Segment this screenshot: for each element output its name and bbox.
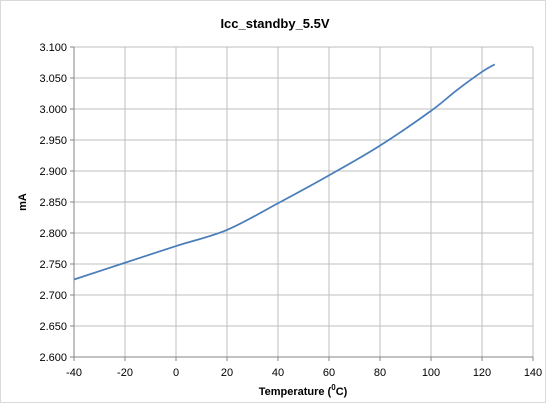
y-tick-label: 2.650: [39, 321, 67, 333]
x-tick-label: 20: [221, 367, 233, 379]
y-tick-label: 2.950: [39, 135, 67, 147]
y-tick-label: 2.750: [39, 259, 67, 271]
x-tick-label: 0: [173, 367, 179, 379]
y-tick-label: 2.600: [39, 352, 67, 364]
x-tick-label: 120: [473, 367, 491, 379]
x-axis-label: Temperature (0C): [259, 383, 348, 398]
x-tick-label: 80: [374, 367, 386, 379]
x-axis-label-sup: 0: [331, 383, 336, 392]
grid: [73, 46, 534, 358]
x-tick-label: 100: [422, 367, 440, 379]
y-tick-label: 2.800: [39, 228, 67, 240]
x-tick-label: 60: [323, 367, 335, 379]
y-tick-label: 2.850: [39, 197, 67, 209]
y-tick-label: 2.900: [39, 166, 67, 178]
y-axis-ticks: 2.600 2.650 2.700 2.750 2.800 2.850 2.900 2.950…: [39, 42, 74, 364]
x-axis-ticks: -40 -20 0 20 40 60 80 100 120 140: [66, 357, 542, 379]
x-tick-label: 40: [272, 367, 284, 379]
y-tick-label: 3.100: [39, 42, 67, 54]
x-tick-label: -20: [117, 367, 133, 379]
x-axis-label-tail: C): [336, 386, 348, 398]
series-group: [73, 63, 496, 281]
y-axis-label: mA: [17, 193, 29, 211]
chart-title: Icc_standby_5.5V: [220, 16, 329, 31]
y-tick-label: 3.000: [39, 104, 67, 116]
x-tick-label: -40: [66, 367, 82, 379]
series-line-0: [73, 63, 496, 281]
y-tick-label: 3.050: [39, 73, 67, 85]
x-tick-label: 140: [524, 367, 542, 379]
y-tick-label: 2.700: [39, 290, 67, 302]
x-axis-label-main: Temperature (: [259, 386, 332, 398]
